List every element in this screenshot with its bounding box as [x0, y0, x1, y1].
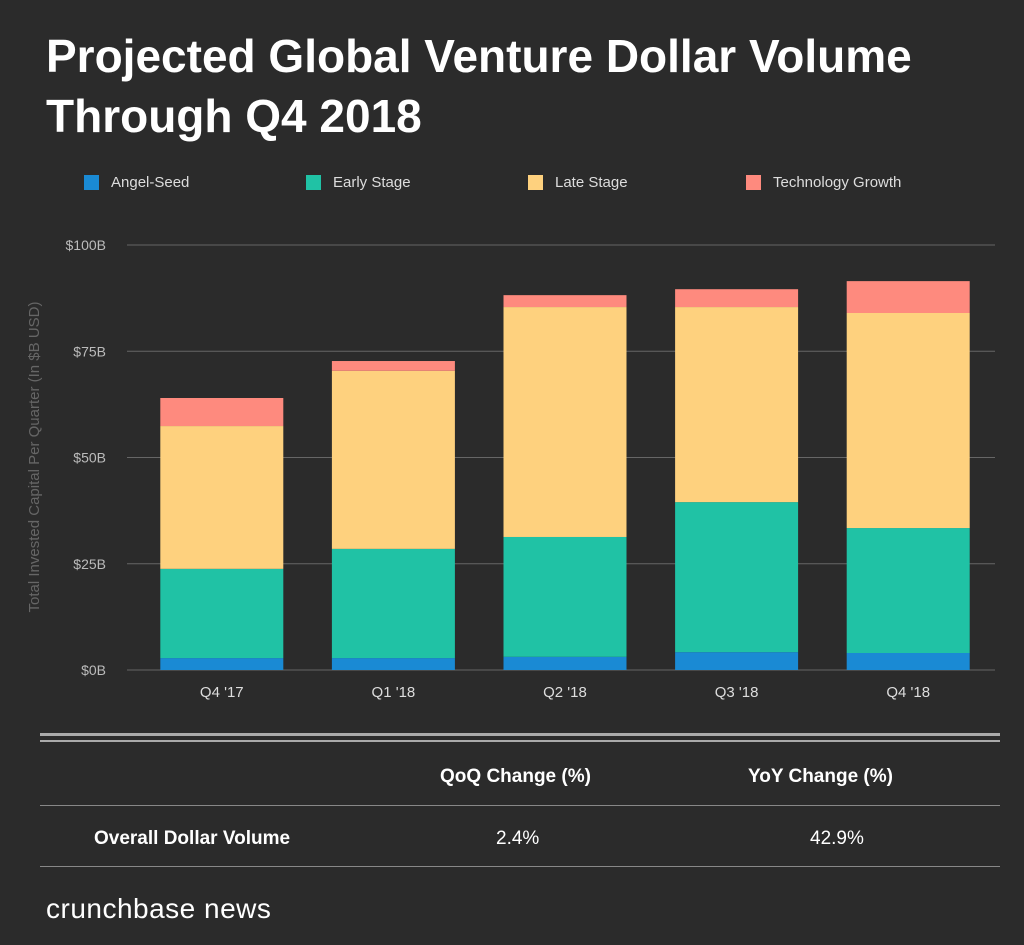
bar-segment-technology-growth: [846, 281, 970, 313]
bar-segment-angel-seed: [846, 653, 970, 670]
legend-label: Late Stage: [555, 174, 628, 191]
legend-swatch: [306, 175, 321, 190]
legend-label: Early Stage: [333, 174, 411, 191]
bar-segment-late-stage: [331, 370, 455, 549]
legend-item-angel-seed: Angel-Seed: [84, 174, 189, 191]
y-tick-label: $25B: [73, 556, 106, 572]
bar-segment-technology-growth: [160, 398, 284, 427]
y-tick-label: $50B: [73, 450, 106, 466]
legend-item-late-stage: Late Stage: [528, 174, 628, 191]
qoq-value: 2.4%: [496, 828, 540, 849]
legend-label: Technology Growth: [773, 174, 902, 191]
stacked-bar-chart: Total Invested Capital Per Quarter (In $…: [26, 237, 995, 701]
bar-segment-late-stage: [503, 307, 627, 537]
bar-segment-early-stage: [160, 568, 284, 659]
y-tick-label: $75B: [73, 343, 106, 359]
table-header-qoq: QoQ Change (%): [440, 766, 591, 787]
bar-segment-angel-seed: [331, 658, 455, 670]
legend-label: Angel-Seed: [111, 174, 190, 191]
table-row-label: Overall Dollar Volume: [94, 828, 291, 849]
crunchbase-news-logo: crunchbase news: [46, 893, 272, 924]
divider: [40, 805, 1000, 806]
legend-item-technology-growth: Technology Growth: [746, 174, 901, 191]
divider: [40, 866, 1000, 867]
yoy-value: 42.9%: [810, 828, 864, 849]
bar-segment-technology-growth: [503, 295, 627, 308]
bar-segment-early-stage: [331, 548, 455, 659]
bar-segment-late-stage: [160, 426, 284, 569]
bar-segment-early-stage: [503, 536, 627, 657]
x-tick-label: Q1 '18: [372, 684, 416, 701]
y-tick-label: $0B: [81, 662, 106, 678]
bar-segment-late-stage: [675, 307, 799, 503]
legend-swatch: [528, 175, 543, 190]
divider: [40, 733, 1000, 736]
bar-segment-angel-seed: [160, 658, 284, 670]
y-tick-label: $100B: [66, 237, 106, 253]
x-tick-label: Q4 '17: [200, 684, 244, 701]
x-tick-label: Q4 '18: [886, 684, 930, 701]
y-axis-label: Total Invested Capital Per Quarter (In $…: [26, 302, 43, 613]
table-header-yoy: YoY Change (%): [748, 766, 893, 787]
bar-segment-angel-seed: [503, 656, 627, 670]
legend-swatch: [746, 175, 761, 190]
legend-item-early-stage: Early Stage: [306, 174, 411, 191]
bar-segment-early-stage: [846, 528, 970, 653]
x-tick-label: Q2 '18: [543, 684, 587, 701]
legend-swatch: [84, 175, 99, 190]
x-tick-label: Q3 '18: [715, 684, 759, 701]
bar-segment-late-stage: [846, 313, 970, 529]
bar-segment-technology-growth: [331, 361, 455, 371]
bar-segment-early-stage: [675, 502, 799, 653]
bar-segment-technology-growth: [675, 289, 799, 308]
bar-segment-angel-seed: [675, 652, 799, 670]
divider: [40, 740, 1000, 742]
chart-title: Projected Global Venture Dollar Volume T…: [46, 30, 912, 142]
